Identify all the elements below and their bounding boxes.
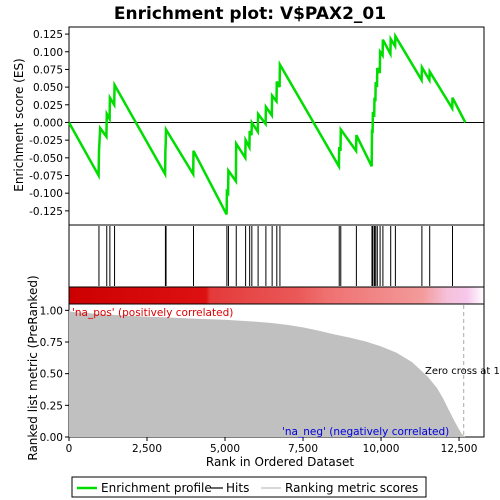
es-y-tick-label: -0.025 [29,135,63,147]
rm-x-axis-label: Rank in Ordered Dataset [206,455,354,469]
rm-x-tick-label: 10,000 [363,443,400,455]
hits-panel [68,224,485,288]
es-y-tick-label: -0.100 [29,188,63,200]
rm-x-axis: 0 2,500 5,000 7,500 10,000 12,500 [66,437,478,455]
es-y-tick-label: 0.075 [33,64,63,76]
es-y-tick-label: 0.000 [33,117,63,129]
rm-y-tick-label: 0.75 [40,337,63,349]
rm-y-axis-label: Ranked list metric (PreRanked) [26,275,40,460]
rm-x-tick-label: 7,500 [288,443,318,455]
es-y-tick-label: 0.125 [33,29,63,41]
chart-title: Enrichment plot: V$PAX2_01 [114,4,386,24]
es-y-tick-label: -0.050 [29,153,63,165]
es-y-axis: -0.125 -0.100 -0.075 -0.050 -0.025 0.000 0.025… [29,29,69,218]
es-y-tick-label: -0.125 [29,206,63,218]
ranked-metric-panel: 0.00 0.25 0.50 0.75 1.00 0 2,500 5,000 7,500 10,… [26,275,500,469]
enrichment-panel: -0.125 -0.100 -0.075 -0.050 -0.025 0.000 0.025… [12,26,485,226]
legend-ranking-label: Ranking metric scores [285,481,418,495]
legend-box [71,476,427,498]
rank-color-band [68,286,485,305]
rm-y-axis: 0.00 0.25 0.50 0.75 1.00 [40,305,69,444]
positive-correlated-label: 'na_pos' (positively correlated) [72,307,233,319]
rm-x-tick-label: 12,500 [441,443,478,455]
enrichment-profile-line [67,31,467,215]
rank-color-band-bar [68,286,485,305]
rm-x-tick-label: 5,000 [210,443,240,455]
es-y-tick-label: -0.075 [29,171,63,183]
rm-x-tick-label: 2,500 [132,443,162,455]
legend-enrichment-label: Enrichment profile [101,481,212,495]
es-y-axis-label: Enrichment score (ES) [12,58,26,191]
legend: Enrichment profile Hits Ranking metric s… [71,476,427,498]
rm-y-tick-label: 1.00 [40,305,63,317]
rm-y-tick-label: 0.25 [40,400,63,412]
zero-cross-label: Zero cross at 12650 [425,366,500,377]
enrichment-panel-frame [68,26,485,226]
es-y-tick-label: 0.025 [33,100,63,112]
rm-y-tick-label: 0.00 [40,432,63,444]
negative-correlated-label: 'na_neg' (negatively correlated) [282,426,449,438]
rm-y-tick-label: 0.50 [40,369,63,381]
es-y-tick-label: 0.050 [33,82,63,94]
es-y-tick-label: 0.100 [33,47,63,59]
ranking-metric-area [69,310,466,437]
rm-x-tick-label: 0 [66,443,73,455]
hit-marks [98,226,453,286]
legend-hits-label: Hits [226,481,249,495]
